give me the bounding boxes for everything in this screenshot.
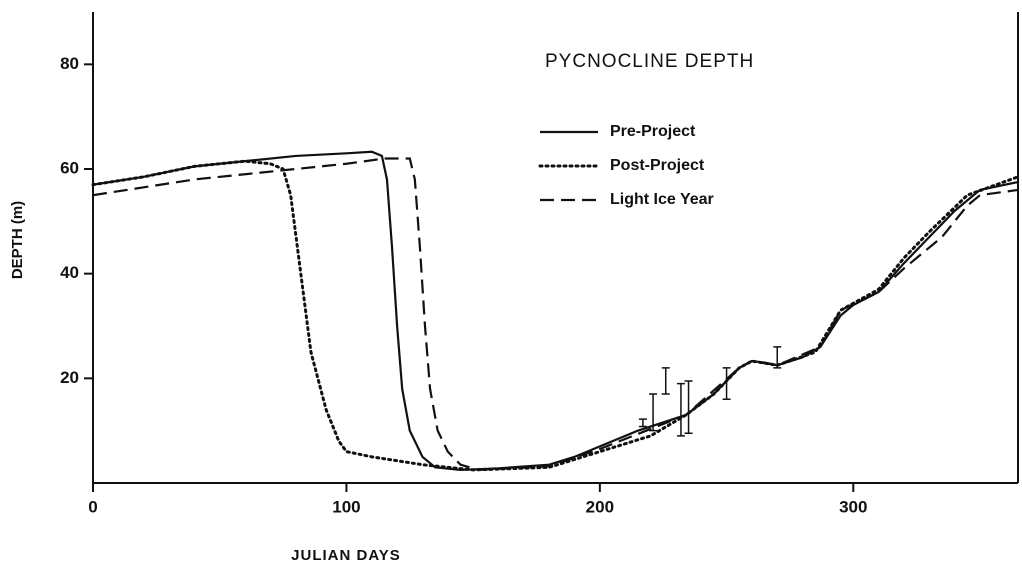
error-bar <box>684 380 693 435</box>
y-tick-label: 80 <box>60 54 79 73</box>
data-line <box>91 159 1020 472</box>
error-bar <box>661 367 670 395</box>
legend-label: Post-Project <box>610 157 705 174</box>
y-tick-label: 60 <box>60 158 79 177</box>
error-bar <box>773 346 782 369</box>
x-tick-label: 300 <box>839 497 867 516</box>
error-bar <box>638 418 647 428</box>
x-tick-label: 100 <box>332 497 360 516</box>
data-line <box>92 157 1019 472</box>
error-bar <box>649 393 658 432</box>
chart-title: PYCNOCLINE DEPTH <box>545 51 754 72</box>
y-tick-label: 20 <box>60 368 79 387</box>
legend-label: Pre-Project <box>610 123 696 140</box>
y-tick-label: 40 <box>60 263 79 282</box>
x-tick-label: 0 <box>88 497 97 516</box>
legend-label: Light Ice Year <box>610 191 714 208</box>
x-axis-label: JULIAN DAYS <box>291 547 401 564</box>
error-bar <box>676 382 685 437</box>
y-axis-label: DEPTH (m) <box>9 201 26 279</box>
error-bar <box>722 367 731 401</box>
data-line <box>92 150 1019 472</box>
axes <box>92 12 1019 484</box>
x-tick-label: 200 <box>586 497 614 516</box>
